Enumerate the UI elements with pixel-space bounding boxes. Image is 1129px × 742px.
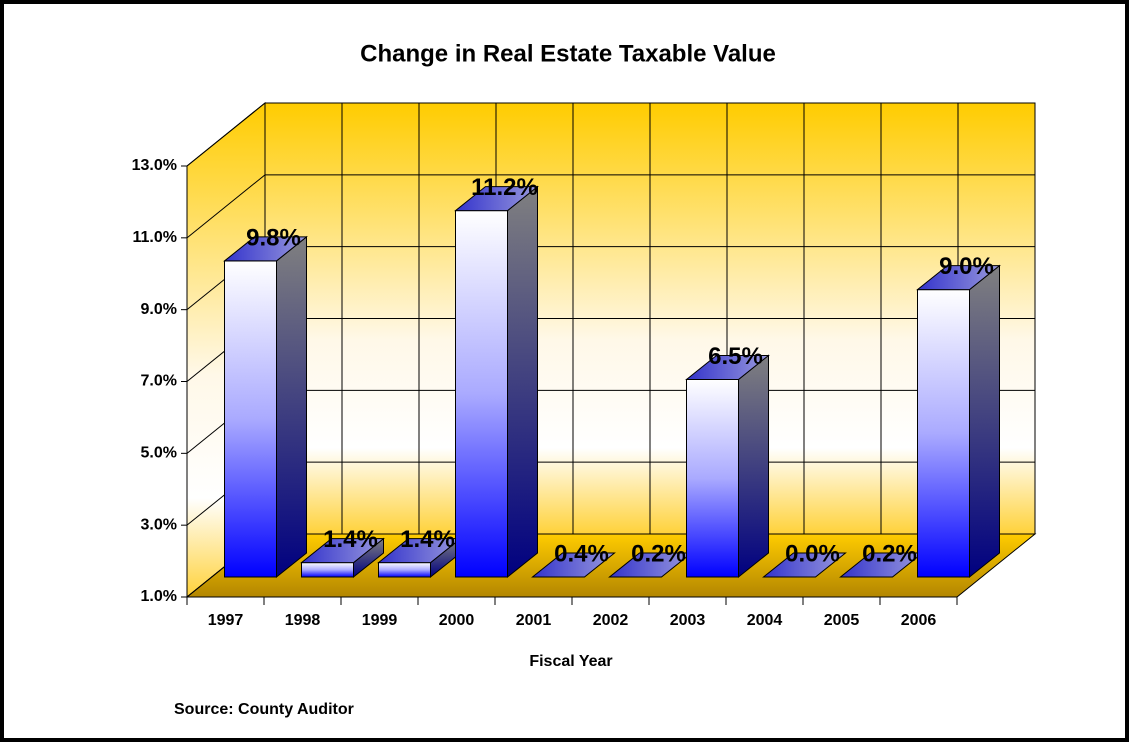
- data-label: 6.5%: [708, 343, 763, 370]
- x-tick-label: 2000: [439, 612, 475, 629]
- y-tick-label: 1.0%: [141, 588, 177, 605]
- x-tick-label: 2001: [516, 612, 552, 629]
- y-tick-label: 9.0%: [141, 301, 177, 318]
- bar: [301, 562, 354, 578]
- grid-line: [186, 174, 266, 239]
- x-tick-label: 1999: [362, 612, 398, 629]
- bar-top: [223, 236, 308, 262]
- y-tick-label: 13.0%: [132, 157, 177, 174]
- grid-line: [186, 102, 266, 167]
- bar-top: [762, 552, 847, 578]
- x-tick-label: 1997: [208, 612, 244, 629]
- data-label: 1.4%: [400, 526, 455, 553]
- bar-side: [507, 185, 538, 579]
- bar-side: [738, 354, 769, 579]
- bar-side: [969, 264, 1000, 579]
- x-axis-label: Fiscal Year: [529, 653, 612, 670]
- x-tick-label: 1998: [285, 612, 321, 629]
- x-tick-label: 2004: [747, 612, 783, 629]
- data-label: 0.2%: [862, 540, 917, 567]
- bar-side: [276, 235, 307, 579]
- bar-top: [454, 186, 539, 212]
- y-tick-label: 11.0%: [133, 229, 177, 246]
- y-tick-label: 5.0%: [141, 445, 177, 462]
- bar-top: [685, 354, 770, 380]
- data-label: 11.2%: [471, 174, 538, 201]
- x-tick-label: 2003: [670, 612, 706, 629]
- y-tick-label: 3.0%: [141, 516, 177, 533]
- bar: [686, 378, 739, 578]
- x-tick-label: 2006: [901, 612, 937, 629]
- y-tick-label: 7.0%: [141, 373, 177, 390]
- chart-title: Change in Real Estate Taxable Value: [360, 40, 776, 67]
- x-tick-label: 2005: [824, 612, 860, 629]
- source-note: Source: County Auditor: [174, 701, 354, 718]
- data-label: 1.4%: [323, 526, 378, 553]
- data-label: 9.0%: [939, 253, 994, 280]
- bar: [455, 210, 508, 578]
- bar: [917, 289, 970, 578]
- bar-top: [531, 552, 616, 578]
- bar-top: [916, 265, 1001, 291]
- bar-top: [300, 538, 385, 564]
- bar: [378, 562, 431, 578]
- data-label: 0.2%: [631, 540, 686, 567]
- data-label: 9.8%: [246, 224, 301, 251]
- data-label: 0.0%: [785, 540, 840, 567]
- bar: [224, 260, 277, 578]
- data-label: 0.4%: [554, 540, 609, 567]
- x-tick-label: 2002: [593, 612, 629, 629]
